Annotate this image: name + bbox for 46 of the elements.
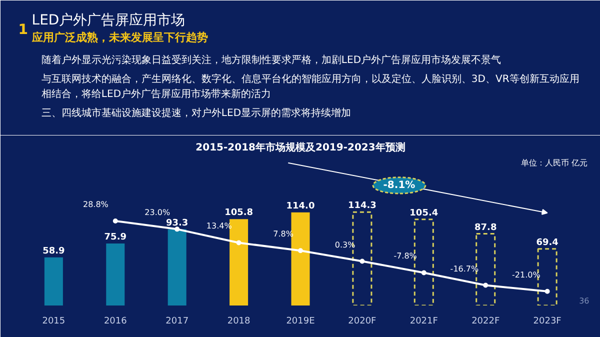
point: [421, 270, 426, 276]
data-label: 114.3: [348, 201, 376, 212]
data-label: -21.0%: [512, 270, 541, 280]
point: [112, 218, 118, 224]
text: 随着户外显示光污染现象日益受到关注，地方限制性要求严格，加剧LED户外广告屏应用市场发展不景气: [41, 54, 502, 66]
data-label: 105.8: [224, 208, 254, 218]
text: LED户外广告屏应用市场: [32, 12, 186, 28]
data-label: 69.4: [536, 238, 558, 248]
x-tick-label: 2021F: [410, 316, 438, 326]
bar: [44, 257, 63, 306]
data-label: 87.8: [474, 222, 497, 233]
text: 1: [18, 22, 28, 38]
text: 三、四线城市基础设施建设提速，对户外LED显示屏的需求将持续增加: [41, 107, 352, 119]
bar: [106, 244, 125, 306]
point: [174, 226, 180, 232]
data-label: -16.7%: [450, 264, 480, 274]
data-label: 58.9: [42, 246, 65, 256]
bar: [291, 212, 310, 306]
chart-title: 2015-2018年市场规模及2019-2023年预测: [196, 142, 406, 154]
data-label: 28.8%: [82, 200, 109, 209]
annotation: 单位：人民币 亿元: [520, 158, 588, 168]
x-tick-label: 2015: [42, 316, 66, 326]
text: 应用广泛成熟，未来发展呈下行趋势: [30, 31, 208, 44]
x-tick-label: 2018: [227, 316, 251, 326]
point: [360, 258, 365, 264]
bar: [230, 219, 248, 306]
data-label: 23.0%: [144, 208, 170, 218]
x-tick-label: 2019E: [286, 316, 316, 326]
point: [298, 248, 303, 254]
point: [483, 282, 488, 288]
bar: [168, 229, 186, 306]
x-tick-label: 2023F: [533, 316, 562, 326]
data-label: 75.9: [104, 232, 127, 243]
data-label: 105.4: [410, 208, 438, 218]
x-tick-label: 2022F: [472, 316, 500, 326]
x-tick-label: 2016: [104, 316, 128, 326]
x-tick-label: 2020F: [348, 316, 376, 326]
data-label: 114.0: [286, 201, 315, 212]
data-label: -7.8%: [394, 252, 418, 261]
data-label: 93.3: [166, 218, 188, 228]
point: [236, 240, 242, 246]
annotation: 36: [579, 296, 590, 306]
text: 与互联网技术的融合，产生网络化、数字化、信息平台化的智能应用方向，以及定位、人脸识别、3D、VR等创新互动应用相结合，将给LED户外广告屏应用市场带来新的活力: [41, 73, 580, 100]
point: [544, 288, 550, 294]
x-tick-label: 2017: [166, 316, 189, 326]
annotation: -8.1%: [383, 180, 416, 191]
